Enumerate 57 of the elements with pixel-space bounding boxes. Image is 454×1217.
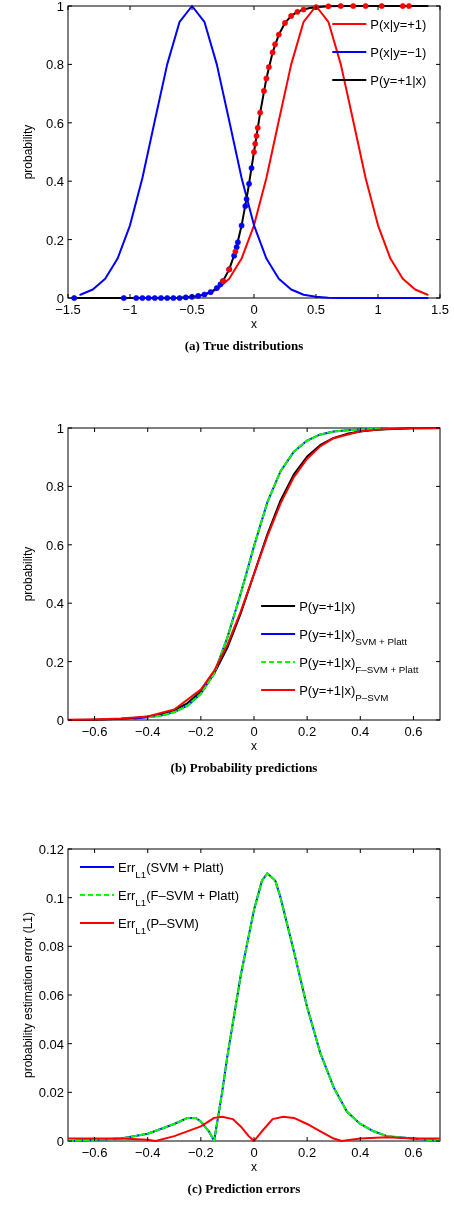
- x-tick-label: −0.6: [81, 724, 108, 739]
- y-axis-title: probability: [21, 124, 35, 180]
- y-tick-label: 0.04: [38, 1036, 64, 1052]
- y-tick-label: 0.6: [45, 537, 64, 553]
- x-tick-label: 0.2: [298, 724, 317, 739]
- x-axis-title: x: [251, 317, 257, 331]
- y-tick-label: 1: [56, 0, 64, 14]
- x-tick-label: 0.2: [298, 1145, 317, 1160]
- y-axis-title: probability: [21, 546, 35, 602]
- y-tick-label: 0: [56, 1134, 64, 1149]
- x-tick-label: −1: [122, 302, 138, 317]
- x-tick-label: 0: [250, 724, 258, 739]
- legend-label: P(x|y=+1): [370, 17, 427, 32]
- x-axis-title: x: [251, 1160, 257, 1174]
- legend-label: P(y=+1|x): [370, 73, 427, 88]
- legend-label: P(y=+1|x): [299, 599, 356, 614]
- y-tick-label: 1: [56, 421, 64, 436]
- y-tick-label: 0.08: [38, 939, 64, 955]
- x-tick-label: −0.5: [179, 302, 205, 317]
- legend-label: P(y=+1|x)$_{SVM + Platt}$: [299, 627, 408, 647]
- x-tick-label: 0.6: [404, 724, 423, 739]
- x-tick-label: −0.2: [188, 724, 214, 739]
- x-tick-label: 0: [250, 302, 258, 317]
- y-tick-label: 0.4: [45, 174, 64, 190]
- y-tick-label: 0.8: [45, 479, 64, 495]
- x-tick-label: 0.5: [306, 302, 326, 317]
- text: (a) True distributions: [184, 338, 304, 353]
- y-tick-label: 0.2: [45, 654, 64, 670]
- y-tick-label: 0: [56, 713, 64, 728]
- legend-label: Err$_{L1}$(SVM + Platt): [118, 860, 224, 880]
- x-tick-label: −0.2: [188, 1145, 214, 1160]
- x-tick-label: 0.4: [351, 1145, 370, 1160]
- x-tick-label: −0.4: [134, 724, 161, 739]
- text: (b) Probability predictions: [170, 760, 318, 775]
- x-tick-label: −0.4: [134, 1145, 161, 1160]
- y-tick-label: 0.06: [38, 988, 64, 1003]
- y-tick-label: 0.2: [45, 232, 64, 248]
- legend-label: P(y=+1|x)$_{F–SVM + Platt}$: [299, 655, 419, 675]
- y-tick-label: 0.12: [38, 842, 64, 857]
- y-axis-title: probability estimation error (L1): [21, 911, 35, 1079]
- y-tick-label: 0.6: [45, 115, 64, 131]
- y-tick-label: 0.02: [38, 1085, 64, 1101]
- x-tick-label: 1.5: [430, 302, 450, 317]
- legend-label: Err$_{L1}$(P–SVM): [118, 916, 199, 936]
- legend-label: P(x|y=−1): [370, 45, 427, 60]
- x-tick-label: 0.6: [404, 1145, 423, 1160]
- y-tick-label: 0.8: [45, 57, 64, 73]
- x-axis-title: x: [251, 739, 257, 753]
- x-tick-label: −0.6: [81, 1145, 108, 1160]
- y-tick-label: 0.4: [45, 596, 64, 612]
- legend-label: Err$_{L1}$(F–SVM + Platt): [118, 888, 240, 908]
- x-tick-label: 0: [250, 1145, 258, 1160]
- y-tick-label: 0.1: [45, 890, 64, 906]
- text: (c) Prediction errors: [187, 1181, 301, 1196]
- legend-label: P(y=+1|x)$_{P–SVM}$: [299, 683, 389, 703]
- x-tick-label: 1: [374, 302, 382, 317]
- x-tick-label: 0.4: [351, 724, 370, 739]
